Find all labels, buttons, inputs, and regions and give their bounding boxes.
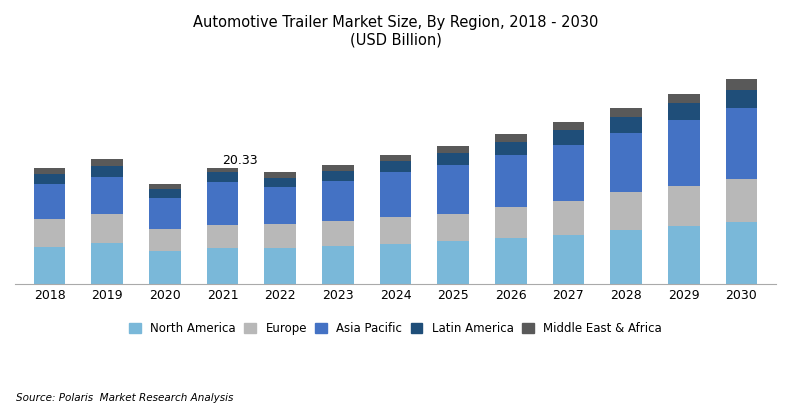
Bar (206, 248, 238, 284)
Bar (668, 94, 699, 103)
Bar (495, 238, 527, 284)
Bar (322, 221, 354, 246)
Bar (437, 153, 469, 165)
Bar (264, 178, 296, 187)
Text: Source: Polaris  Market Research Analysis: Source: Polaris Market Research Analysis (16, 393, 233, 403)
Bar (149, 189, 181, 198)
Bar (610, 230, 642, 284)
Bar (34, 174, 66, 184)
Bar (92, 243, 123, 284)
Bar (34, 247, 66, 284)
Bar (725, 90, 757, 108)
Bar (322, 171, 354, 181)
Bar (725, 179, 757, 222)
Bar (668, 120, 699, 185)
Bar (206, 225, 238, 248)
Bar (437, 241, 469, 284)
Bar (149, 184, 181, 189)
Bar (610, 132, 642, 192)
Bar (380, 173, 411, 217)
Bar (495, 207, 527, 238)
Bar (668, 226, 699, 284)
Bar (495, 142, 527, 156)
Bar (437, 165, 469, 213)
Bar (495, 134, 527, 142)
Bar (149, 229, 181, 251)
Bar (553, 145, 585, 201)
Bar (380, 155, 411, 161)
Bar (380, 217, 411, 244)
Bar (92, 166, 123, 177)
Legend: North America, Europe, Asia Pacific, Latin America, Middle East & Africa: North America, Europe, Asia Pacific, Lat… (124, 317, 667, 339)
Bar (610, 192, 642, 230)
Bar (553, 130, 585, 145)
Bar (264, 187, 296, 224)
Bar (668, 103, 699, 120)
Bar (149, 198, 181, 229)
Bar (34, 168, 66, 174)
Bar (322, 246, 354, 284)
Bar (725, 222, 757, 284)
Bar (92, 214, 123, 243)
Bar (610, 117, 642, 132)
Bar (553, 235, 585, 284)
Bar (380, 161, 411, 173)
Bar (610, 108, 642, 117)
Bar (553, 122, 585, 130)
Bar (34, 184, 66, 219)
Title: Automotive Trailer Market Size, By Region, 2018 - 2030
(USD Billion): Automotive Trailer Market Size, By Regio… (193, 15, 598, 47)
Bar (264, 173, 296, 178)
Bar (668, 185, 699, 226)
Bar (322, 181, 354, 221)
Bar (725, 108, 757, 179)
Bar (92, 177, 123, 214)
Bar (149, 251, 181, 284)
Bar (264, 224, 296, 248)
Bar (206, 168, 238, 172)
Bar (34, 219, 66, 247)
Bar (437, 146, 469, 153)
Bar (495, 156, 527, 207)
Bar (553, 201, 585, 235)
Bar (725, 79, 757, 90)
Bar (322, 165, 354, 171)
Bar (206, 182, 238, 225)
Bar (380, 244, 411, 284)
Bar (437, 213, 469, 241)
Text: 20.33: 20.33 (222, 153, 258, 166)
Bar (92, 159, 123, 166)
Bar (206, 172, 238, 182)
Bar (264, 248, 296, 284)
